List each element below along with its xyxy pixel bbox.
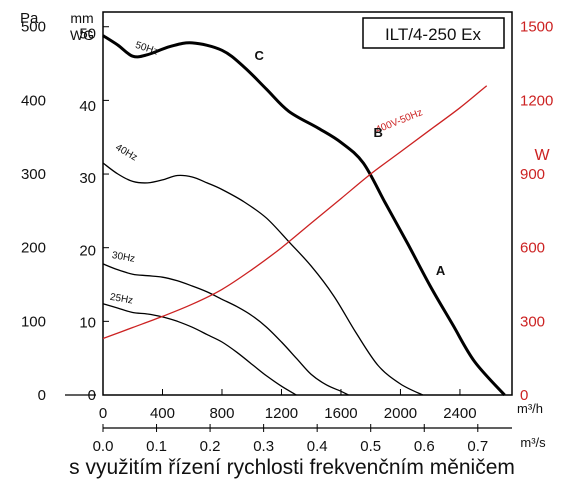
y-tick-w: 0: [520, 387, 528, 404]
series-label: 30Hz: [111, 250, 136, 265]
x-tick-m3s: 0.6: [414, 438, 435, 455]
curve-50hz: [102, 34, 506, 397]
chart-caption: s využitím řízení rychlosti frekvenčním …: [69, 456, 515, 479]
y-tick-wg: 30: [79, 170, 96, 187]
series-label: 40Hz: [113, 142, 139, 163]
x-tick-m3s: 0.1: [146, 438, 167, 455]
curve-30hz: [102, 263, 349, 396]
y-tick-pa: 100: [21, 313, 46, 330]
x-tick-m3s: 0.4: [307, 438, 328, 455]
y-tick-w: 300: [520, 313, 545, 330]
y-tick-pa: 300: [21, 166, 46, 183]
x-tick-m3h: 2000: [384, 405, 417, 422]
point-label-a: A: [436, 263, 446, 278]
x-tick-m3s: 0.5: [360, 438, 381, 455]
y-tick-wg: 10: [79, 315, 96, 332]
y-tick-w: 900: [520, 166, 545, 183]
y-tick-wg: 40: [79, 98, 96, 115]
y-tick-pa: 0: [38, 387, 46, 404]
y-tick-wg: 0: [88, 387, 96, 404]
curve-400v-50hz: [102, 85, 488, 340]
x-tick-m3s: 0.7: [467, 438, 488, 455]
y-axis-w-label: W: [534, 147, 550, 164]
y-tick-wg: 50: [79, 26, 96, 43]
y-axis-wg-label-2: WG: [70, 27, 94, 43]
y-tick-w: 600: [520, 240, 545, 257]
x-tick-m3h: 1600: [324, 405, 357, 422]
plot-frame: [102, 11, 513, 396]
x-tick-m3s: 0.2: [200, 438, 221, 455]
series-label: 25Hz: [109, 292, 134, 307]
x-tick-m3h: 400: [150, 405, 175, 422]
point-label-b: B: [373, 125, 382, 140]
y-axis-wg-label-1: mm: [70, 10, 93, 26]
x-tick-m3h: 2400: [443, 405, 476, 422]
x-tick-m3h: 0: [99, 405, 107, 422]
y-tick-wg: 20: [79, 242, 96, 259]
x-axis-m3s-label: m³/s: [520, 435, 546, 450]
curve-40hz: [102, 162, 424, 396]
y-tick-pa: 400: [21, 92, 46, 109]
x-tick-m3s: 0.0: [93, 438, 114, 455]
x-axis-m3h-label: m³/h: [517, 401, 543, 416]
x-tick-m3h: 1200: [265, 405, 298, 422]
y-tick-pa: 500: [21, 19, 46, 36]
title-box: [362, 17, 505, 49]
chart-title: ILT/4-250 Ex: [385, 25, 482, 44]
point-label-c: C: [254, 48, 264, 63]
y-tick-w: 1500: [520, 19, 553, 36]
x-tick-m3s: 0.3: [253, 438, 274, 455]
y-tick-pa: 200: [21, 240, 46, 257]
y-axis-pa-label: Pa: [20, 10, 39, 27]
x-tick-m3h: 800: [209, 405, 234, 422]
y-tick-w: 1200: [520, 92, 553, 109]
curve-25hz: [102, 303, 297, 396]
